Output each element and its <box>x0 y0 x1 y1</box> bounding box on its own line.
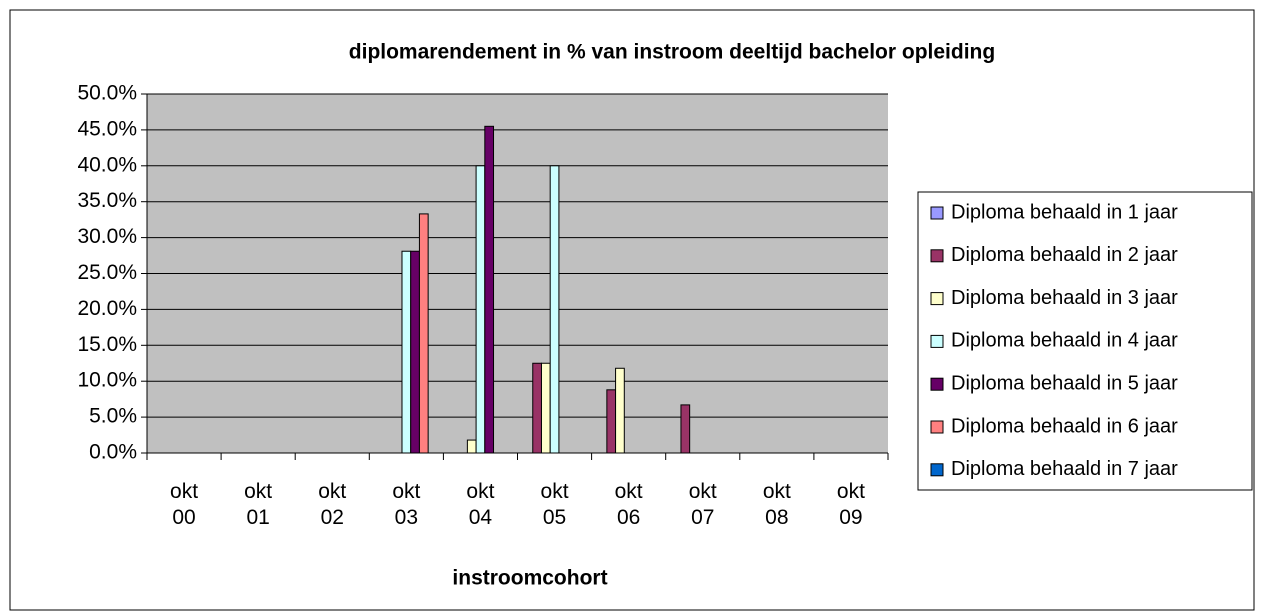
bar <box>466 439 477 454</box>
x-tick-label: okt 05 <box>540 480 569 529</box>
legend-label: Diploma behaald in 2 jaar <box>951 244 1178 266</box>
legend-swatch <box>930 463 944 477</box>
y-tick-label: 10.0% <box>77 369 137 392</box>
bar <box>540 362 551 454</box>
x-tick-label: okt 08 <box>762 480 791 529</box>
legend-box <box>917 191 1253 491</box>
legend-label: Diploma behaald in 3 jaar <box>951 287 1178 309</box>
x-tick-label: okt 06 <box>614 480 643 529</box>
y-tick-label: 15.0% <box>77 333 137 356</box>
y-tick-label: 35.0% <box>77 189 137 212</box>
legend-label: Diploma behaald in 5 jaar <box>951 372 1178 394</box>
x-tick-label: okt 00 <box>170 480 199 529</box>
bar <box>410 250 420 454</box>
legend-label: Diploma behaald in 6 jaar <box>951 415 1178 437</box>
legend-swatch <box>930 377 944 391</box>
legend-swatch <box>930 334 944 348</box>
x-tick-label: okt 01 <box>244 480 273 529</box>
legend-swatch <box>930 249 944 263</box>
y-tick-label: 30.0% <box>77 225 137 248</box>
bar <box>615 367 625 454</box>
legend-swatch <box>930 206 944 220</box>
x-tick-label: okt 02 <box>318 480 347 529</box>
bar <box>418 213 429 454</box>
bar <box>401 250 412 454</box>
legend-swatch <box>930 420 944 434</box>
y-tick-label: 40.0% <box>77 153 137 176</box>
bar <box>475 165 486 454</box>
x-tick-label: okt 09 <box>836 480 865 529</box>
y-tick-label: 25.0% <box>77 261 137 284</box>
x-axis-title: instroomcohort <box>452 567 607 590</box>
legend-label: Diploma behaald in 1 jaar <box>951 201 1178 223</box>
bar <box>680 404 691 454</box>
x-tick-label: okt 07 <box>688 480 717 529</box>
legend-swatch <box>930 292 944 306</box>
y-tick-label: 45.0% <box>77 117 137 140</box>
bar <box>606 389 617 454</box>
x-tick-label: okt 04 <box>466 480 495 529</box>
chart-title: diplomarendement in % van instroom deelt… <box>349 41 995 64</box>
legend-label: Diploma behaald in 4 jaar <box>951 330 1178 352</box>
y-tick-label: 5.0% <box>89 405 137 428</box>
y-tick-label: 0.0% <box>89 441 137 464</box>
bar <box>532 362 542 454</box>
bar <box>484 125 495 454</box>
y-tick-label: 50.0% <box>77 82 137 105</box>
bar <box>549 165 560 454</box>
y-tick-label: 20.0% <box>77 297 137 320</box>
x-tick-label: okt 03 <box>392 480 421 529</box>
legend-label: Diploma behaald in 7 jaar <box>951 458 1178 480</box>
